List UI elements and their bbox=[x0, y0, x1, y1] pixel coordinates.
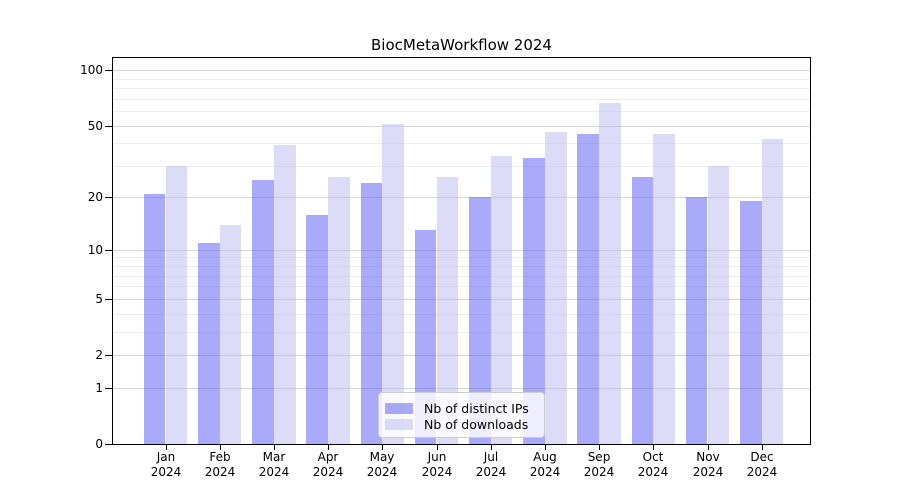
y-tick-0 bbox=[105, 444, 112, 445]
legend-label-downloads: Nb of downloads bbox=[424, 416, 529, 432]
x-tick-oct bbox=[653, 444, 654, 450]
bar-apr-downloads bbox=[328, 177, 350, 444]
x-tick-label-sep: Sep 2024 bbox=[583, 450, 615, 479]
legend-label-distinct-ips: Nb of distinct IPs bbox=[424, 400, 529, 416]
gridline-major-2 bbox=[113, 355, 810, 356]
legend: Nb of distinct IPs Nb of downloads bbox=[378, 392, 545, 438]
bar-nov-downloads bbox=[707, 165, 730, 444]
legend-item-distinct-ips: Nb of distinct IPs bbox=[385, 400, 544, 416]
bar-nov-distinct-ips bbox=[685, 197, 708, 444]
gridline-major-50 bbox=[113, 125, 810, 127]
gridline-minor-6 bbox=[113, 286, 810, 288]
legend-swatch-downloads bbox=[385, 418, 413, 430]
x-tick-label-nov: Nov 2024 bbox=[692, 450, 724, 479]
x-tick-label-dec: Dec 2024 bbox=[746, 450, 778, 479]
bar-sep-distinct-ips bbox=[577, 133, 600, 444]
bar-feb-downloads bbox=[219, 224, 242, 444]
x-tick-jan bbox=[166, 444, 167, 450]
y-tick-label-1: 1 bbox=[95, 381, 103, 395]
x-tick-label-may: May 2024 bbox=[366, 450, 398, 479]
x-tick-sep bbox=[599, 444, 600, 450]
gridline-minor-7 bbox=[113, 275, 810, 277]
x-tick-label-jan: Jan 2024 bbox=[150, 450, 182, 479]
bar-mar-distinct-ips bbox=[252, 180, 274, 444]
y-tick-1 bbox=[105, 388, 112, 389]
y-tick-label-2: 2 bbox=[95, 348, 103, 362]
gridline-major-1 bbox=[113, 387, 810, 389]
y-tick-label-5: 5 bbox=[95, 292, 103, 306]
bar-sep-downloads bbox=[599, 103, 621, 444]
bar-aug-distinct-ips bbox=[523, 158, 545, 444]
x-tick-jul bbox=[491, 444, 492, 450]
gridline-major-5 bbox=[113, 298, 810, 300]
gridline-minor-70 bbox=[113, 98, 810, 100]
y-tick-2 bbox=[105, 355, 112, 356]
x-tick-mar bbox=[274, 444, 275, 450]
gridline-minor-40 bbox=[113, 143, 810, 145]
gridline-major-100 bbox=[113, 70, 810, 72]
x-tick-may bbox=[382, 444, 383, 450]
y-tick-label-20: 20 bbox=[87, 190, 103, 204]
bar-oct-distinct-ips bbox=[631, 177, 654, 444]
x-tick-feb bbox=[220, 444, 221, 450]
bar-jun-distinct-ips bbox=[414, 230, 437, 444]
bar-may-downloads bbox=[382, 123, 404, 444]
x-tick-label-jul: Jul 2024 bbox=[475, 450, 507, 479]
y-tick-5 bbox=[105, 299, 112, 300]
x-tick-nov bbox=[708, 444, 709, 450]
plot-area bbox=[112, 57, 811, 445]
y-tick-label-100: 100 bbox=[80, 63, 103, 77]
gridline-minor-60 bbox=[113, 111, 810, 113]
bar-mar-downloads bbox=[273, 145, 296, 444]
gridline-minor-90 bbox=[113, 78, 810, 80]
plot-inner bbox=[113, 58, 810, 444]
bar-dec-downloads bbox=[761, 139, 784, 444]
x-tick-label-feb: Feb 2024 bbox=[204, 450, 236, 479]
bar-aug-downloads bbox=[544, 132, 567, 444]
x-tick-aug bbox=[545, 444, 546, 450]
y-tick-10 bbox=[105, 250, 112, 251]
bar-feb-distinct-ips bbox=[198, 242, 220, 444]
gridline-minor-3 bbox=[113, 331, 810, 333]
gridline-minor-9 bbox=[113, 257, 810, 259]
legend-swatch-distinct-ips bbox=[385, 402, 413, 414]
bar-jun-downloads bbox=[436, 177, 459, 444]
x-tick-label-mar: Mar 2024 bbox=[258, 450, 290, 479]
y-tick-50 bbox=[105, 126, 112, 127]
x-tick-apr bbox=[328, 444, 329, 450]
gridline-major-10 bbox=[113, 249, 810, 251]
x-tick-label-jun: Jun 2024 bbox=[421, 450, 453, 479]
gridline-minor-30 bbox=[113, 165, 810, 167]
bar-jul-distinct-ips bbox=[469, 197, 491, 444]
y-tick-100 bbox=[105, 70, 112, 71]
gridline-minor-80 bbox=[113, 88, 810, 90]
chart-title: BiocMetaWorkflow 2024 bbox=[371, 36, 552, 54]
bar-apr-distinct-ips bbox=[306, 214, 329, 444]
y-tick-label-10: 10 bbox=[87, 243, 103, 257]
bar-jan-distinct-ips bbox=[143, 193, 166, 444]
gridline-minor-8 bbox=[113, 266, 810, 268]
bar-may-distinct-ips bbox=[360, 183, 383, 444]
y-tick-label-0: 0 bbox=[95, 437, 103, 451]
x-tick-jun bbox=[437, 444, 438, 450]
bar-jul-downloads bbox=[490, 156, 513, 444]
legend-item-downloads: Nb of downloads bbox=[385, 416, 544, 432]
x-tick-label-aug: Aug 2024 bbox=[529, 450, 561, 479]
bar-jan-downloads bbox=[165, 165, 188, 444]
x-tick-label-oct: Oct 2024 bbox=[637, 450, 669, 479]
x-tick-label-apr: Apr 2024 bbox=[312, 450, 344, 479]
gridline-minor-4 bbox=[113, 313, 810, 315]
y-tick-label-50: 50 bbox=[87, 119, 103, 133]
y-tick-20 bbox=[105, 197, 112, 198]
bar-oct-downloads bbox=[653, 133, 675, 444]
bar-dec-distinct-ips bbox=[740, 201, 762, 444]
gridline-major-20 bbox=[113, 197, 810, 199]
x-tick-dec bbox=[762, 444, 763, 450]
